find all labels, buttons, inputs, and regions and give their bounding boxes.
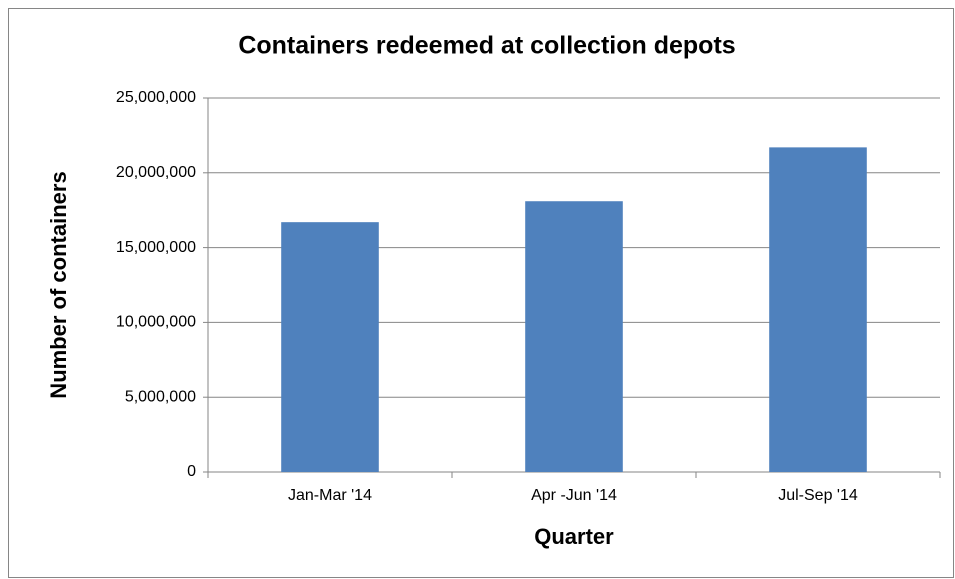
bar [769, 147, 867, 473]
bar [525, 201, 623, 472]
y-tick-label: 5,000,000 [125, 388, 196, 405]
y-axis-label: Number of containers [46, 171, 71, 398]
x-tick-label: Jan-Mar '14 [288, 487, 372, 504]
y-tick-label: 10,000,000 [116, 314, 196, 331]
bar [281, 222, 379, 472]
y-tick-label: 20,000,000 [116, 164, 196, 181]
x-tick-label: Apr -Jun '14 [531, 487, 617, 504]
x-axis-label: Quarter [534, 524, 614, 549]
chart-title: Containers redeemed at collection depots [238, 32, 735, 60]
y-tick-label: 0 [187, 463, 196, 480]
y-tick-label: 15,000,000 [116, 239, 196, 256]
y-tick-label: 25,000,000 [116, 89, 196, 106]
x-tick-label: Jul-Sep '14 [778, 487, 858, 504]
